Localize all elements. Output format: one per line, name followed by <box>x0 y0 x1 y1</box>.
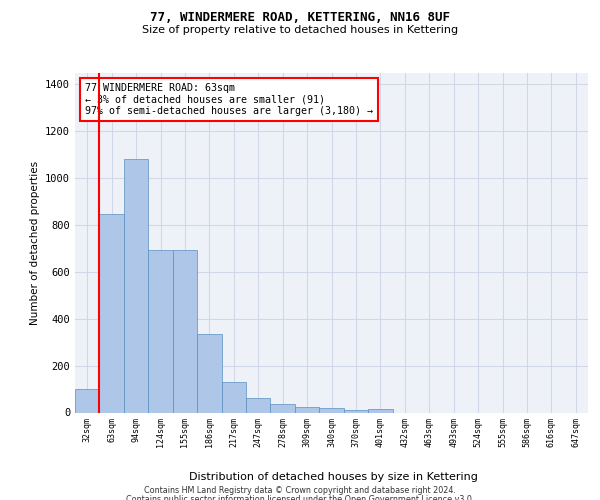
Bar <box>368 409 392 412</box>
Bar <box>75 389 100 412</box>
Bar <box>295 406 319 412</box>
Text: 77, WINDERMERE ROAD, KETTERING, NN16 8UF: 77, WINDERMERE ROAD, KETTERING, NN16 8UF <box>150 11 450 24</box>
Text: Size of property relative to detached houses in Kettering: Size of property relative to detached ho… <box>142 25 458 35</box>
Bar <box>148 250 173 412</box>
Text: Contains HM Land Registry data © Crown copyright and database right 2024.: Contains HM Land Registry data © Crown c… <box>144 486 456 495</box>
Y-axis label: Number of detached properties: Number of detached properties <box>29 160 40 324</box>
Bar <box>221 382 246 412</box>
Bar <box>173 250 197 412</box>
Text: Distribution of detached houses by size in Kettering: Distribution of detached houses by size … <box>188 472 478 482</box>
Bar <box>124 160 148 412</box>
Bar <box>271 404 295 412</box>
Bar <box>319 408 344 412</box>
Bar <box>344 410 368 412</box>
Text: 77 WINDERMERE ROAD: 63sqm
← 3% of detached houses are smaller (91)
97% of semi-d: 77 WINDERMERE ROAD: 63sqm ← 3% of detach… <box>85 82 373 116</box>
Bar <box>100 214 124 412</box>
Bar <box>197 334 221 412</box>
Bar <box>246 398 271 412</box>
Text: Contains public sector information licensed under the Open Government Licence v3: Contains public sector information licen… <box>126 495 474 500</box>
